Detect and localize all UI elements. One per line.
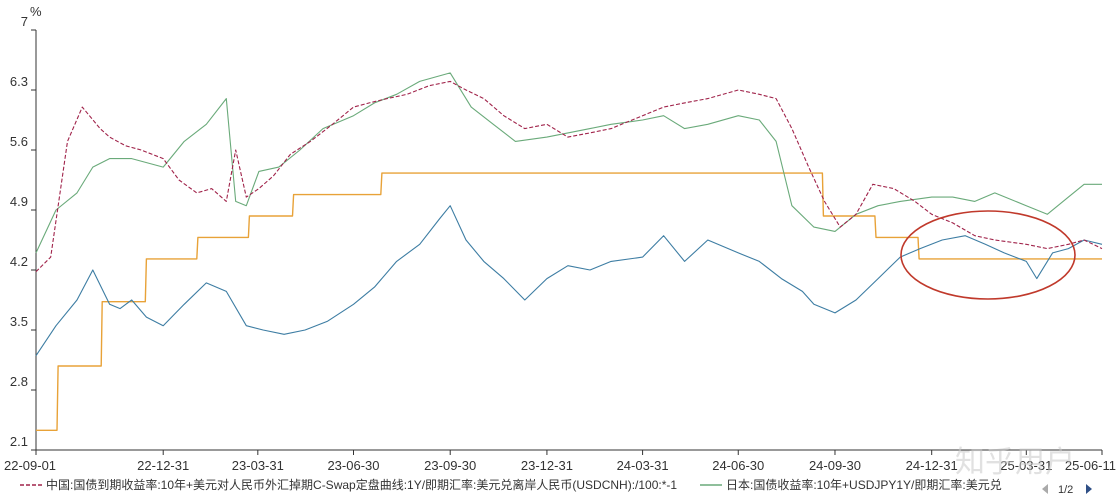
watermark: 知乎用户 xyxy=(955,446,1075,479)
series-line-2 xyxy=(35,72,1102,254)
y-tick-label: 5.6 xyxy=(10,134,28,149)
y-tick-label: 2.1 xyxy=(10,434,28,449)
triangle-left-icon[interactable] xyxy=(1042,484,1048,494)
x-tick-label: 22-12-31 xyxy=(137,458,189,473)
x-tick-label: 25-03-31 xyxy=(1000,458,1052,473)
series-line-3 xyxy=(36,172,1102,431)
x-tick-label: 23-12-31 xyxy=(521,458,573,473)
legend-item-1[interactable]: 中国:国债到期收益率:10年+美元对人民币外汇掉期C-Swap定盘曲线:1Y/即… xyxy=(20,477,677,492)
x-tick-label: 24-03-31 xyxy=(617,458,669,473)
y-tick-label: 2.8 xyxy=(10,374,28,389)
series-layer xyxy=(35,72,1103,431)
x-tick-label: 24-12-31 xyxy=(906,458,958,473)
x-tick-label: 24-06-30 xyxy=(712,458,764,473)
pager-background xyxy=(1035,480,1118,500)
x-tick-label: 22-09-01 xyxy=(4,458,56,473)
legend-item-2[interactable]: 日本:国债收益率:10年+USDJPY1Y/即期汇率:美元兑 xyxy=(700,477,1002,492)
x-tick-label: 23-03-31 xyxy=(232,458,284,473)
x-tick-label: 24-09-30 xyxy=(809,458,861,473)
highlight-circle xyxy=(900,210,1076,300)
x-tick-label: 25-06-11 xyxy=(1065,458,1116,473)
triangle-right-icon[interactable] xyxy=(1086,484,1092,494)
y-tick-label: 7 xyxy=(21,14,28,29)
series-line-4 xyxy=(35,205,1103,357)
series-line-1 xyxy=(35,80,1103,273)
x-tick-label: 23-09-30 xyxy=(424,458,476,473)
legend-pager[interactable]: 1/2 xyxy=(1035,480,1118,500)
y-tick-label: 4.9 xyxy=(10,194,28,209)
y-axis: 2.1 2.8 3.5 4.2 4.9 5.6 6.3 7 xyxy=(10,14,37,451)
y-tick-label: 3.5 xyxy=(10,314,28,329)
legend-label: 日本:国债收益率:10年+USDJPY1Y/即期汇率:美元兑 xyxy=(726,477,1002,492)
x-axis: 22-09-01 22-12-31 23-03-31 23-06-30 23-09-30… xyxy=(4,449,1116,473)
legend: 中国:国债到期收益率:10年+美元对人民币外汇掉期C-Swap定盘曲线:1Y/即… xyxy=(20,477,1002,492)
pager-label: 1/2 xyxy=(1058,484,1073,496)
y-tick-label: 4.2 xyxy=(10,254,28,269)
y-tick-label: 6.3 xyxy=(10,74,28,89)
x-tick-label: 23-06-30 xyxy=(327,458,379,473)
y-axis-unit-label: % xyxy=(30,4,42,19)
legend-label: 中国:国债到期收益率:10年+美元对人民币外汇掉期C-Swap定盘曲线:1Y/即… xyxy=(46,477,677,492)
